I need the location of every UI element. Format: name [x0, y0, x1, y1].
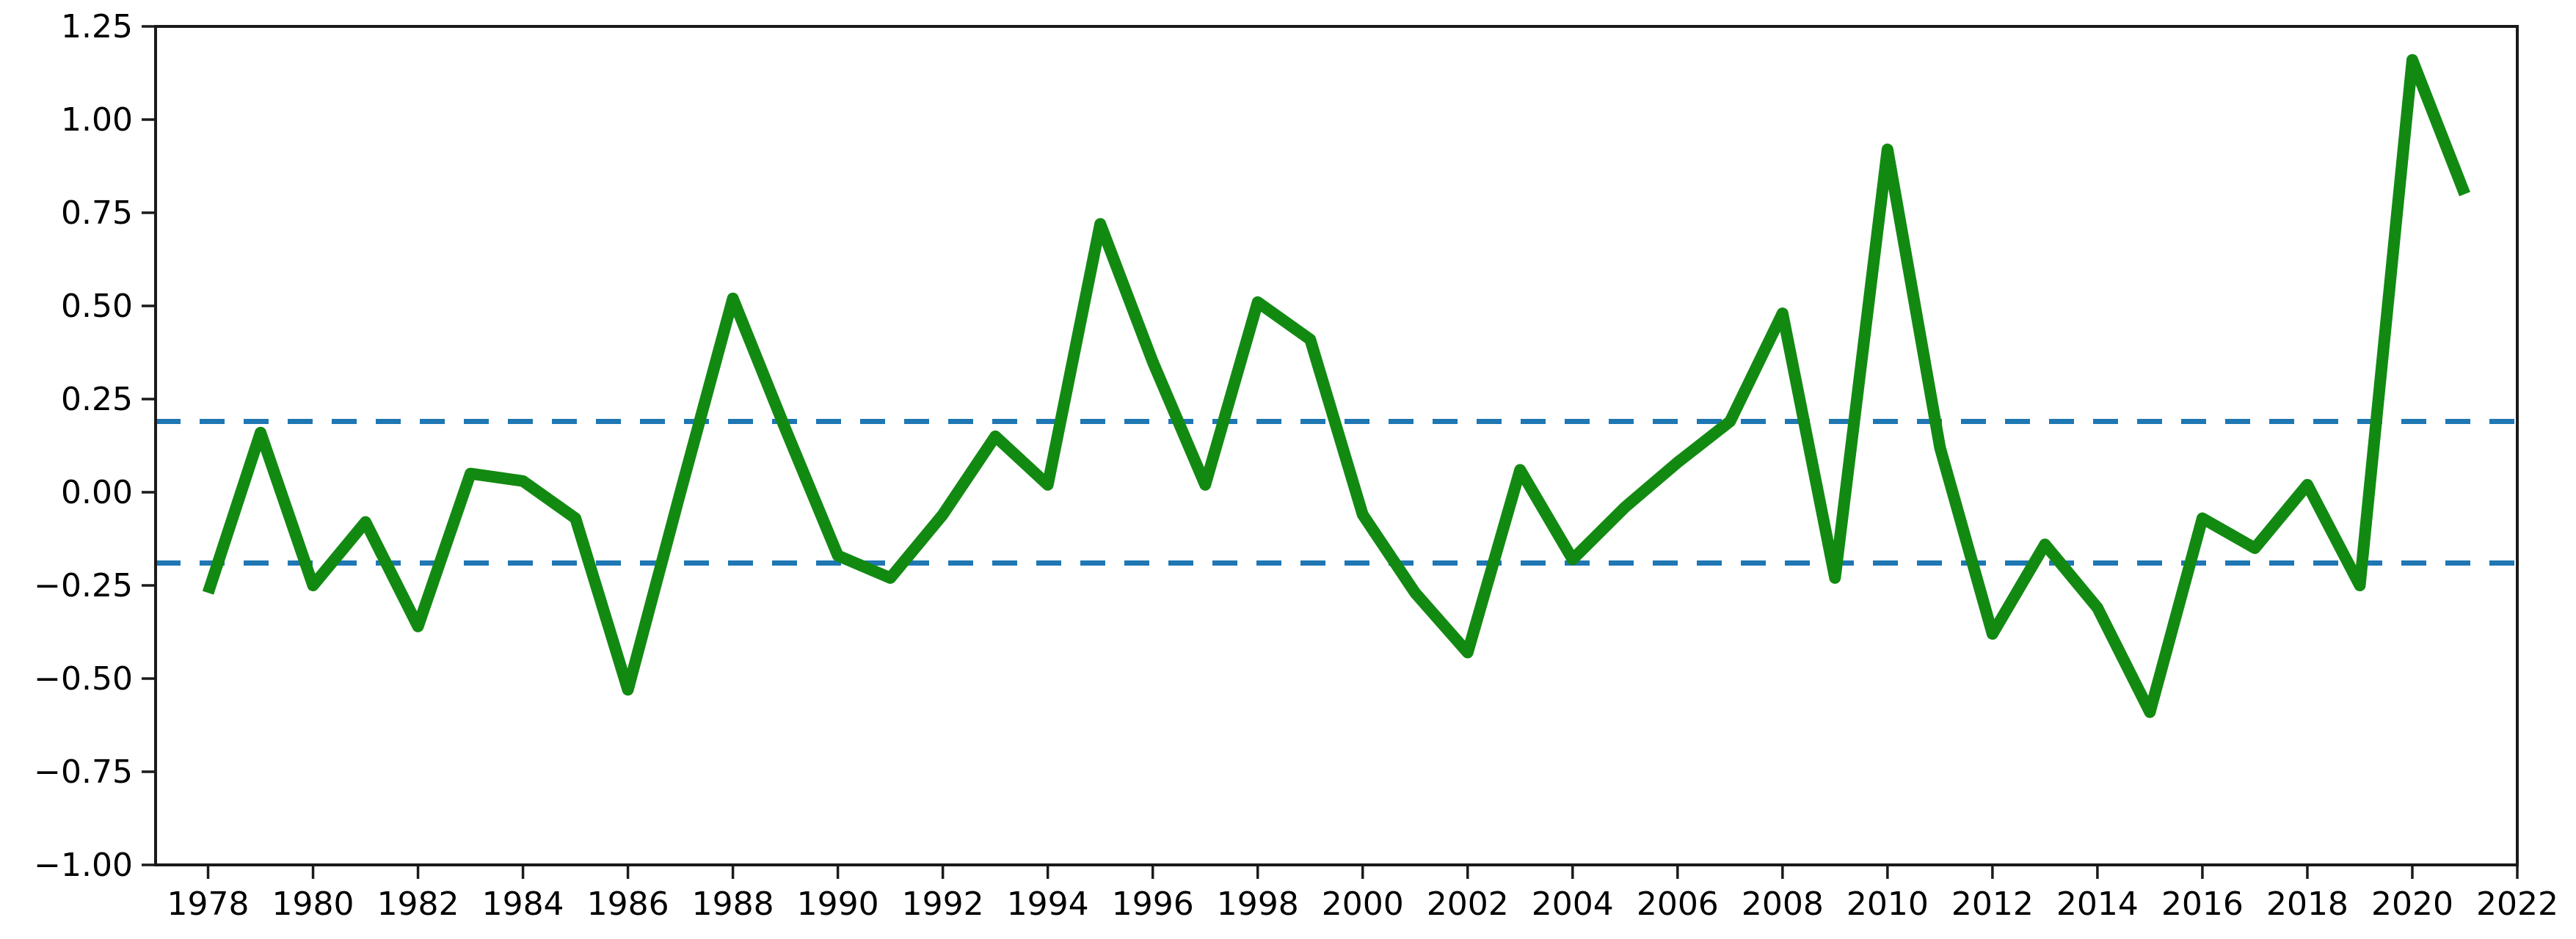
x-tick-label: 1996 [1112, 885, 1194, 923]
y-tick-label: −0.25 [34, 567, 133, 604]
x-tick-label: 2002 [1427, 885, 1509, 923]
x-tick-label: 1986 [587, 885, 669, 923]
y-tick-label: 1.25 [61, 8, 133, 45]
x-tick-label: 2004 [1532, 885, 1614, 923]
y-tick-label: 0.75 [61, 194, 133, 232]
x-tick-label: 2020 [2371, 885, 2453, 923]
x-tick-label: 2018 [2266, 885, 2348, 923]
annual-index-line [202, 54, 2470, 718]
x-tick-label: 1978 [167, 885, 250, 923]
y-tick-label: 0.00 [61, 474, 133, 511]
y-tick-label: −0.75 [34, 753, 133, 791]
y-tick-label: 0.50 [61, 288, 133, 325]
x-tick-label: 1992 [902, 885, 984, 923]
x-tick-label: 1984 [482, 885, 564, 923]
x-tick-label: 1988 [692, 885, 774, 923]
x-tick-label: 2014 [2056, 885, 2139, 923]
x-axis-group: 1978 1980 1982 1984 1986 1988 1990 1992 1994 1996… [167, 865, 2558, 923]
x-tick-label: 2006 [1637, 885, 1719, 923]
x-tick-label: 1998 [1217, 885, 1299, 923]
y-tick-label: −1.00 [34, 847, 133, 884]
x-tick-label: 2010 [1847, 885, 1929, 923]
x-tick-label: 1980 [272, 885, 354, 923]
y-axis-group: 1.25 1.00 0.75 0.50 0.25 0.00 −0.25 −0.50 −0.75 −… [34, 8, 156, 884]
plot-border [154, 25, 2519, 866]
x-tick-label: 2016 [2161, 885, 2244, 923]
x-tick-label: 2022 [2476, 885, 2558, 923]
y-tick-label: 0.25 [61, 381, 133, 418]
x-tick-label: 1982 [377, 885, 459, 923]
data-series-group [202, 54, 2470, 718]
y-tick-label: −0.50 [34, 660, 133, 698]
x-tick-label: 2008 [1742, 885, 1824, 923]
axes-spines-group [154, 25, 2519, 866]
y-tick-label: 1.00 [61, 101, 133, 139]
x-tick-label: 1994 [1007, 885, 1089, 923]
x-tick-label: 1990 [797, 885, 879, 923]
x-tick-label: 2012 [1951, 885, 2034, 923]
x-tick-label: 2000 [1322, 885, 1404, 923]
